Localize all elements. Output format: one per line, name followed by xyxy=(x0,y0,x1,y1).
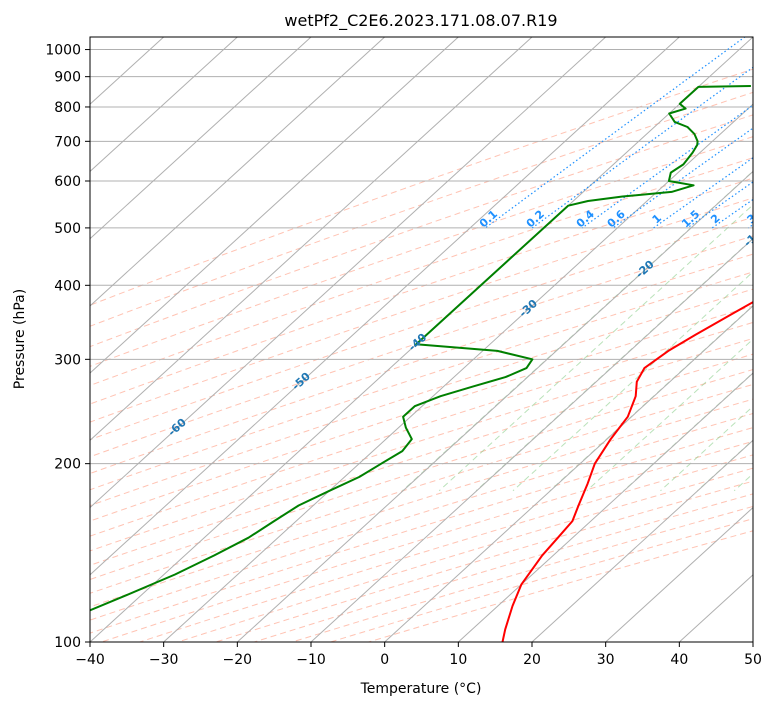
dry-adiabat xyxy=(90,68,753,306)
x-tick-label: 20 xyxy=(523,652,541,668)
y-tick-label: 400 xyxy=(54,278,81,294)
mixing-ratio-label: 4 xyxy=(771,211,775,226)
chart-title: wetPf2_C2E6.2023.171.08.07.R19 xyxy=(284,11,557,31)
isotherm-line xyxy=(457,372,753,642)
isotherm-line xyxy=(90,37,680,576)
dry-adiabat xyxy=(90,197,753,423)
dewpoint-line xyxy=(90,85,751,612)
isotherm-line xyxy=(90,37,312,240)
mixing-ratio-line xyxy=(581,104,753,229)
y-tick-label: 300 xyxy=(54,352,81,368)
x-tick-label: 30 xyxy=(597,652,615,668)
isotherm-line xyxy=(605,506,753,642)
dry-adiabat xyxy=(90,369,753,580)
mixing-ratio-label: 3 xyxy=(745,212,759,227)
dry-adiabat xyxy=(90,383,753,594)
x-tick-label: −30 xyxy=(149,652,179,668)
y-axis-label: Pressure (hPa) xyxy=(12,289,28,389)
y-tick-label: 700 xyxy=(54,134,81,150)
temperature-line xyxy=(501,300,753,642)
dry-adiabat xyxy=(90,136,753,367)
isotherm-label: -70 xyxy=(30,472,54,495)
dry-adiabat xyxy=(90,337,753,552)
dry-adiabat xyxy=(90,177,753,405)
isotherm-line xyxy=(90,37,533,442)
x-axis-label: Temperature (°C) xyxy=(360,681,482,697)
x-tick-label: −20 xyxy=(223,652,253,668)
isotherm-line xyxy=(90,37,386,307)
dry-adiabat xyxy=(90,157,753,386)
dry-adiabat xyxy=(90,235,753,458)
x-tick-label: −40 xyxy=(75,652,105,668)
isotherm-line xyxy=(90,37,459,374)
isotherm-line xyxy=(384,305,753,642)
x-tick-label: −10 xyxy=(296,652,326,668)
plot-frame xyxy=(89,36,754,643)
isotherm-line xyxy=(163,103,753,642)
dry-adiabat xyxy=(90,353,753,566)
plot-area: -100-90-80-70-60-50-40-30-20-100.10.20.4… xyxy=(30,25,775,642)
x-tick-label: 10 xyxy=(449,652,467,668)
isotherm-line xyxy=(90,37,607,509)
y-tick-label: 600 xyxy=(54,174,81,190)
x-axis-ticks: −40 −30 −20 −10 0 10 20 30 40 50 xyxy=(75,642,762,668)
mixing-ratio-lines xyxy=(484,37,753,229)
y-tick-label: 200 xyxy=(54,457,81,473)
isotherm-label: -10 xyxy=(741,226,765,249)
isotherm-line xyxy=(310,237,753,642)
isotherm-line xyxy=(531,439,753,642)
y-axis-ticks: 100 200 300 400 500 600 700 800 900 1000 xyxy=(45,43,90,651)
x-tick-label: 50 xyxy=(744,652,762,668)
moist-adiabat xyxy=(771,25,775,491)
dry-adiabat xyxy=(90,305,753,522)
y-tick-label: 800 xyxy=(54,100,81,116)
y-tick-label: 100 xyxy=(54,635,81,651)
isotherm-line xyxy=(236,170,753,642)
isotherm-line xyxy=(752,641,753,642)
y-tick-label: 1000 xyxy=(45,43,81,59)
mixing-ratio-line xyxy=(653,157,753,229)
grid-lines xyxy=(90,37,753,642)
isotherm-line xyxy=(90,37,238,173)
x-tick-label: 40 xyxy=(670,652,688,668)
sounding-series xyxy=(90,85,753,642)
x-tick-label: 0 xyxy=(380,652,389,668)
y-tick-label: 500 xyxy=(54,221,81,237)
y-tick-label: 900 xyxy=(54,70,81,86)
